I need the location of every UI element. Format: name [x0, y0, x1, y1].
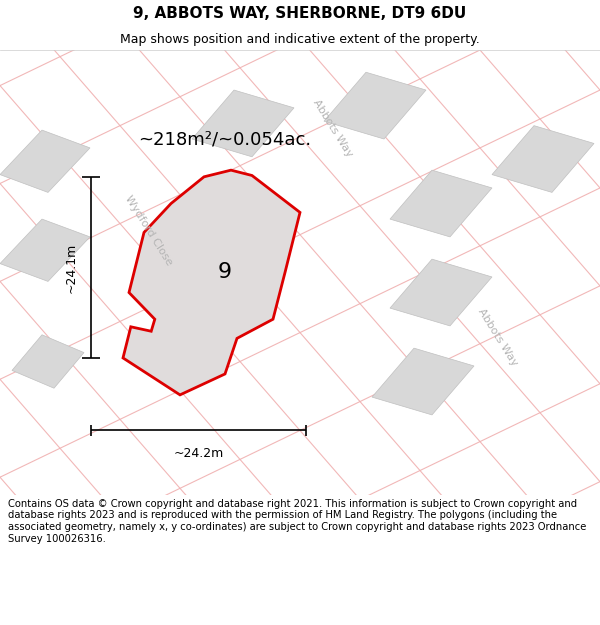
Polygon shape — [390, 259, 492, 326]
Text: Wydford Close: Wydford Close — [123, 194, 175, 267]
Polygon shape — [372, 348, 474, 415]
Text: Abbots Way: Abbots Way — [476, 306, 520, 368]
Text: ~24.2m: ~24.2m — [173, 448, 224, 461]
Polygon shape — [0, 130, 90, 192]
Text: Map shows position and indicative extent of the property.: Map shows position and indicative extent… — [120, 32, 480, 46]
Text: ~218m²/~0.054ac.: ~218m²/~0.054ac. — [138, 130, 311, 148]
Text: Contains OS data © Crown copyright and database right 2021. This information is : Contains OS data © Crown copyright and d… — [8, 499, 586, 544]
Text: 9: 9 — [218, 262, 232, 282]
Polygon shape — [12, 335, 84, 388]
Polygon shape — [324, 72, 426, 139]
Text: ~24.1m: ~24.1m — [65, 242, 78, 292]
Polygon shape — [192, 90, 294, 157]
Polygon shape — [390, 170, 492, 237]
Polygon shape — [123, 170, 300, 395]
Polygon shape — [0, 219, 90, 281]
Polygon shape — [492, 126, 594, 192]
Text: Abbots Way: Abbots Way — [311, 98, 355, 158]
Text: 9, ABBOTS WAY, SHERBORNE, DT9 6DU: 9, ABBOTS WAY, SHERBORNE, DT9 6DU — [133, 6, 467, 21]
